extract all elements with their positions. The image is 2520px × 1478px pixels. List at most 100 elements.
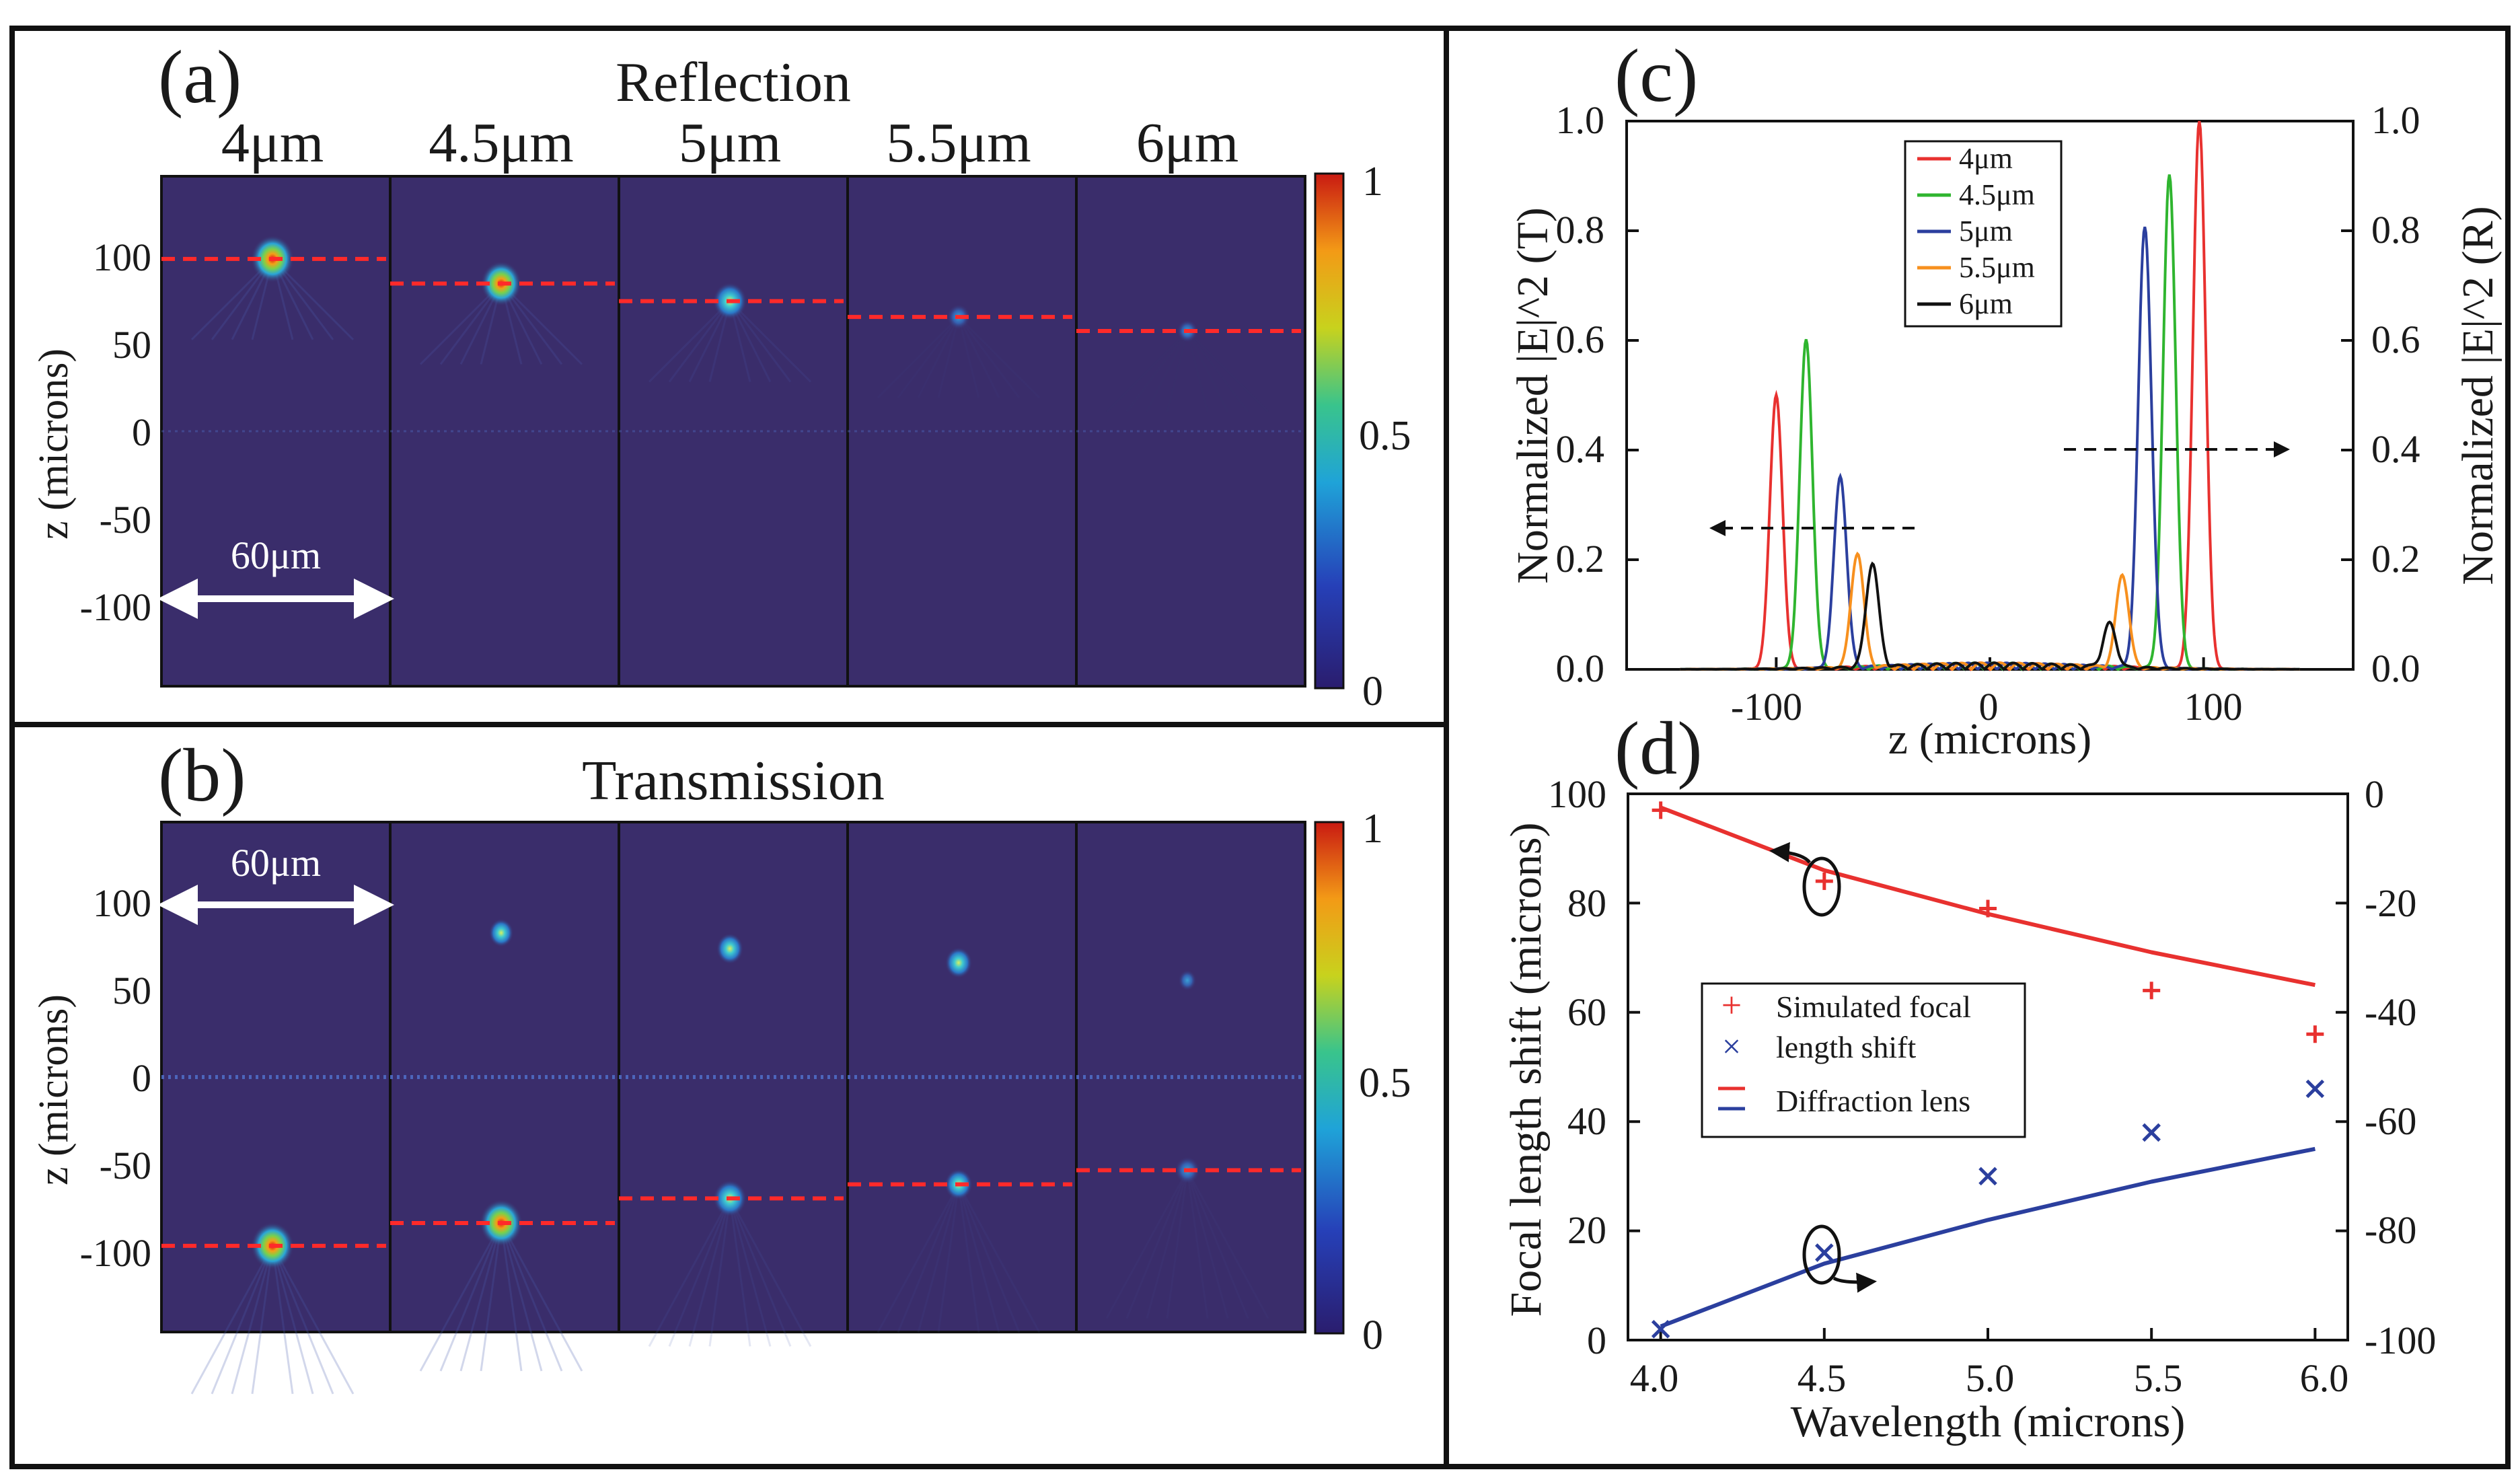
map-streak: [648, 300, 731, 383]
a-ytick-neg100: -100: [80, 585, 151, 629]
map-streak: [877, 1183, 960, 1333]
d-legend-cross-marker: ×: [1722, 1027, 1741, 1065]
map-streak: [897, 316, 960, 399]
a-ytick-50: 50: [112, 323, 151, 367]
wavelength-label-4: 5.5μm: [886, 112, 1031, 174]
secondary-spot: [944, 947, 973, 979]
map-streak: [231, 1245, 274, 1395]
d-ytick-right-neg100: -100: [2365, 1319, 2436, 1362]
wavelength-label-5: 6μm: [1136, 112, 1238, 174]
panel-b-label: (b): [158, 734, 246, 817]
map-streak: [1186, 1170, 1209, 1319]
panel-c: (c) 1.0 0.8 0.6 0.4 0.2 0.0 1.0 0.8 0.6 …: [1508, 34, 2503, 764]
map-streak: [500, 1222, 543, 1372]
map-tile: [846, 175, 1078, 688]
d-cross-marker-b: [2305, 1079, 2325, 1099]
panel-d: (d) 100 80 60 40 20 0 0 -20 -40 -60 -80 …: [1502, 707, 2436, 1446]
b-colorbar: [1314, 821, 1345, 1335]
map-streak: [957, 1184, 1000, 1333]
c-ytick-right-2: 0.8: [2371, 208, 2420, 252]
a-scalebar-label: 60μm: [231, 533, 321, 577]
panel-b: (b) Transmission z (microns) 100 50 0 -5…: [31, 734, 1411, 1395]
d-xtick-5-5: 5.5: [2134, 1356, 2183, 1400]
map-streak: [729, 1197, 812, 1347]
map-tile: [1075, 175, 1306, 688]
d-diffraction-line-blue: [1660, 1146, 2315, 1329]
d-ytick-left-40: 40: [1567, 1099, 1606, 1143]
secondary-spot: [716, 933, 744, 965]
d-ytick-left-80: 80: [1567, 881, 1606, 925]
map-streak: [1186, 1169, 1249, 1319]
d-ytick-right-neg40: -40: [2365, 990, 2416, 1034]
map-streak: [957, 1184, 980, 1333]
c-curve-5: [1680, 561, 2300, 671]
c-ytick-left-6: 0.0: [1556, 646, 1605, 690]
d-xlabel: Wavelength (microns): [1791, 1397, 2186, 1446]
map-streak: [648, 1197, 731, 1347]
wavelength-label-1: 4μm: [221, 112, 324, 174]
panel-b-ylabel: z (microns): [31, 994, 77, 1185]
map-streak: [917, 316, 960, 398]
d-ytick-left-100: 100: [1548, 772, 1606, 816]
panel-a-ylabel: z (microns): [31, 348, 77, 540]
map-streak: [271, 1245, 294, 1395]
panel-d-label: (d): [1615, 707, 1703, 790]
d-ytick-left-0: 0: [1587, 1319, 1606, 1362]
c-ytick-left-3: 0.6: [1556, 318, 1605, 361]
d-ytick-right-neg80: -80: [2365, 1208, 2416, 1252]
map-streak: [957, 1183, 1041, 1333]
c-curves: [1680, 120, 2300, 671]
b-colorbar-min: 0: [1362, 1313, 1383, 1358]
d-cross-marker-b: [1978, 1167, 1997, 1186]
c-legend-6um: 6μm: [1959, 287, 2013, 320]
a-ytick-neg50: -50: [100, 498, 151, 542]
map-streak: [729, 1197, 792, 1347]
map-streak: [480, 1222, 503, 1372]
b-colorbar-max: 1: [1362, 806, 1383, 852]
c-ylabel-right: Normalized |E|^2 (R): [2453, 206, 2503, 585]
figure-frame: [9, 26, 2511, 1469]
wavelength-label-2: 4.5μm: [429, 112, 573, 174]
b-ytick-neg100: -100: [80, 1231, 151, 1275]
d-xtick-6-0: 6.0: [2300, 1356, 2349, 1400]
map-streak: [877, 316, 960, 399]
d-cross-marker-b: [2142, 1123, 2161, 1142]
map-streak: [729, 1198, 751, 1347]
b-scalebar-label: 60μm: [231, 841, 321, 885]
map-streak: [937, 316, 960, 398]
map-streak: [459, 1222, 503, 1372]
map-streak: [668, 1197, 731, 1347]
d-legend: + × Simulated focal length shift Diffrac…: [1701, 982, 2026, 1138]
c-xtick-100: 100: [2184, 685, 2243, 729]
map-streak: [211, 1245, 274, 1395]
d-axis-ticks: [1628, 792, 2348, 1341]
panel-b-title: Transmission: [582, 749, 885, 812]
map-streak: [688, 1197, 731, 1347]
d-left-axis-arrow: [1769, 842, 1812, 864]
c-ylabel-left: Normalized |E|^2 (T): [1508, 207, 1557, 584]
c-ytick-left-4: 0.4: [1556, 427, 1605, 471]
map-streak: [500, 1222, 583, 1372]
map-streak: [500, 1222, 563, 1372]
map-streak: [957, 316, 980, 398]
map-streak: [271, 1245, 355, 1395]
c-ytick-left-5: 0.2: [1556, 537, 1605, 581]
c-ytick-left-1: 1.0: [1556, 98, 1605, 142]
panel-a-title: Reflection: [616, 51, 851, 114]
d-ytick-right-0: 0: [2365, 772, 2384, 816]
b-colorbar-mid: 0.5: [1359, 1060, 1411, 1106]
c-legend-5-5um: 5.5μm: [1959, 251, 2035, 284]
c-axis-ticks: [1627, 120, 2353, 671]
a-colorbar-mid: 0.5: [1359, 413, 1411, 459]
d-xtick-4-5: 4.5: [1798, 1356, 1847, 1400]
panel-a: (a) Reflection 4μm 4.5μm 5μm 5.5μm 6μm z…: [31, 36, 1411, 714]
d-legend-simulated-2: length shift: [1776, 1030, 1916, 1064]
c-xtick-neg100: -100: [1731, 685, 1802, 729]
d-xtick-5-0: 5.0: [1966, 1356, 2015, 1400]
secondary-spot: [1178, 969, 1197, 991]
b-ytick-100: 100: [93, 881, 151, 925]
d-legend-diffraction: Diffraction lens: [1776, 1084, 1970, 1118]
c-ytick-right-5: 0.2: [2371, 537, 2420, 581]
b-ytick-50: 50: [112, 969, 151, 1012]
c-ytick-right-6: 0.0: [2371, 646, 2420, 690]
